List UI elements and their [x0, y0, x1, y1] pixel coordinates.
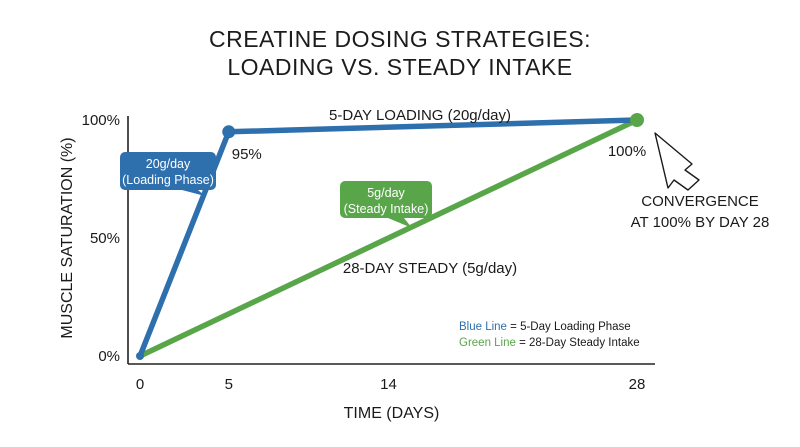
callout-1: 5g/day (Steady Intake): [340, 181, 432, 228]
x-tick-label: 0: [136, 376, 144, 393]
data-label-95: 95%: [232, 146, 262, 163]
chart-labels: 5-DAY LOADING (20g/day) 28-DAY STEADY (5g…: [232, 107, 770, 277]
chart-callouts: 20g/day (Loading Phase) 5g/day (Steady Inta…: [120, 152, 432, 228]
data-label-100: 100%: [608, 143, 646, 160]
y-tick-label: 0%: [98, 348, 120, 365]
callout-text-line: (Steady Intake): [344, 202, 429, 216]
legend-text: = 28-Day Steady Intake: [516, 337, 640, 349]
x-tick-label: 5: [225, 376, 233, 393]
x-axis-label: TIME (DAYS): [344, 405, 440, 422]
convergence-arrow: [654, 132, 700, 191]
legend-entry: Blue Line = 5-Day Loading Phase: [459, 321, 631, 333]
series-line-steady: [137, 117, 640, 359]
legend-entry: Green Line = 28-Day Steady Intake: [459, 337, 640, 349]
chart-legend: Blue Line = 5-Day Loading Phase Green Lin…: [459, 321, 640, 349]
convergence-point-day-28: [630, 113, 644, 127]
callout-0: 20g/day (Loading Phase): [120, 152, 216, 196]
legend-key: Green Line: [459, 337, 516, 349]
callout-text-line: 20g/day: [146, 157, 191, 171]
loading-series-label: 5-DAY LOADING (20g/day): [329, 107, 511, 124]
x-tick-label: 14: [380, 376, 397, 393]
loading-point-day-5: [222, 125, 236, 139]
x-tick-label: 28: [629, 376, 646, 393]
callout-text-line: (Loading Phase): [122, 173, 214, 187]
y-tick-label: 50%: [90, 230, 120, 247]
chart-ticks: 0 5 14 28 0% 50% 100% TIME (DAYS) MUSCLE SATURAT…: [59, 112, 645, 422]
y-axis-label: MUSCLE SATURATION (%): [59, 137, 76, 338]
y-tick-label: 100%: [82, 112, 120, 129]
callout-tail: [388, 218, 412, 228]
callout-box: [120, 152, 216, 190]
origin-point: [136, 352, 144, 360]
callout-tail: [182, 190, 205, 196]
convergence-annotation-line: AT 100% BY DAY 28: [631, 214, 770, 231]
chart-title-line-1: CREATINE DOSING STRATEGIES:: [209, 26, 591, 52]
legend-text: = 5-Day Loading Phase: [507, 321, 631, 333]
chart-title-line-2: LOADING VS. STEADY INTAKE: [227, 54, 573, 80]
callout-box: [340, 181, 432, 218]
legend-key: Blue Line: [459, 321, 507, 333]
chart-series: [136, 113, 644, 360]
steady-series-label: 28-DAY STEADY (5g/day): [343, 260, 517, 277]
callout-text-line: 5g/day: [367, 186, 405, 200]
convergence-annotation-line: CONVERGENCE: [641, 193, 759, 210]
